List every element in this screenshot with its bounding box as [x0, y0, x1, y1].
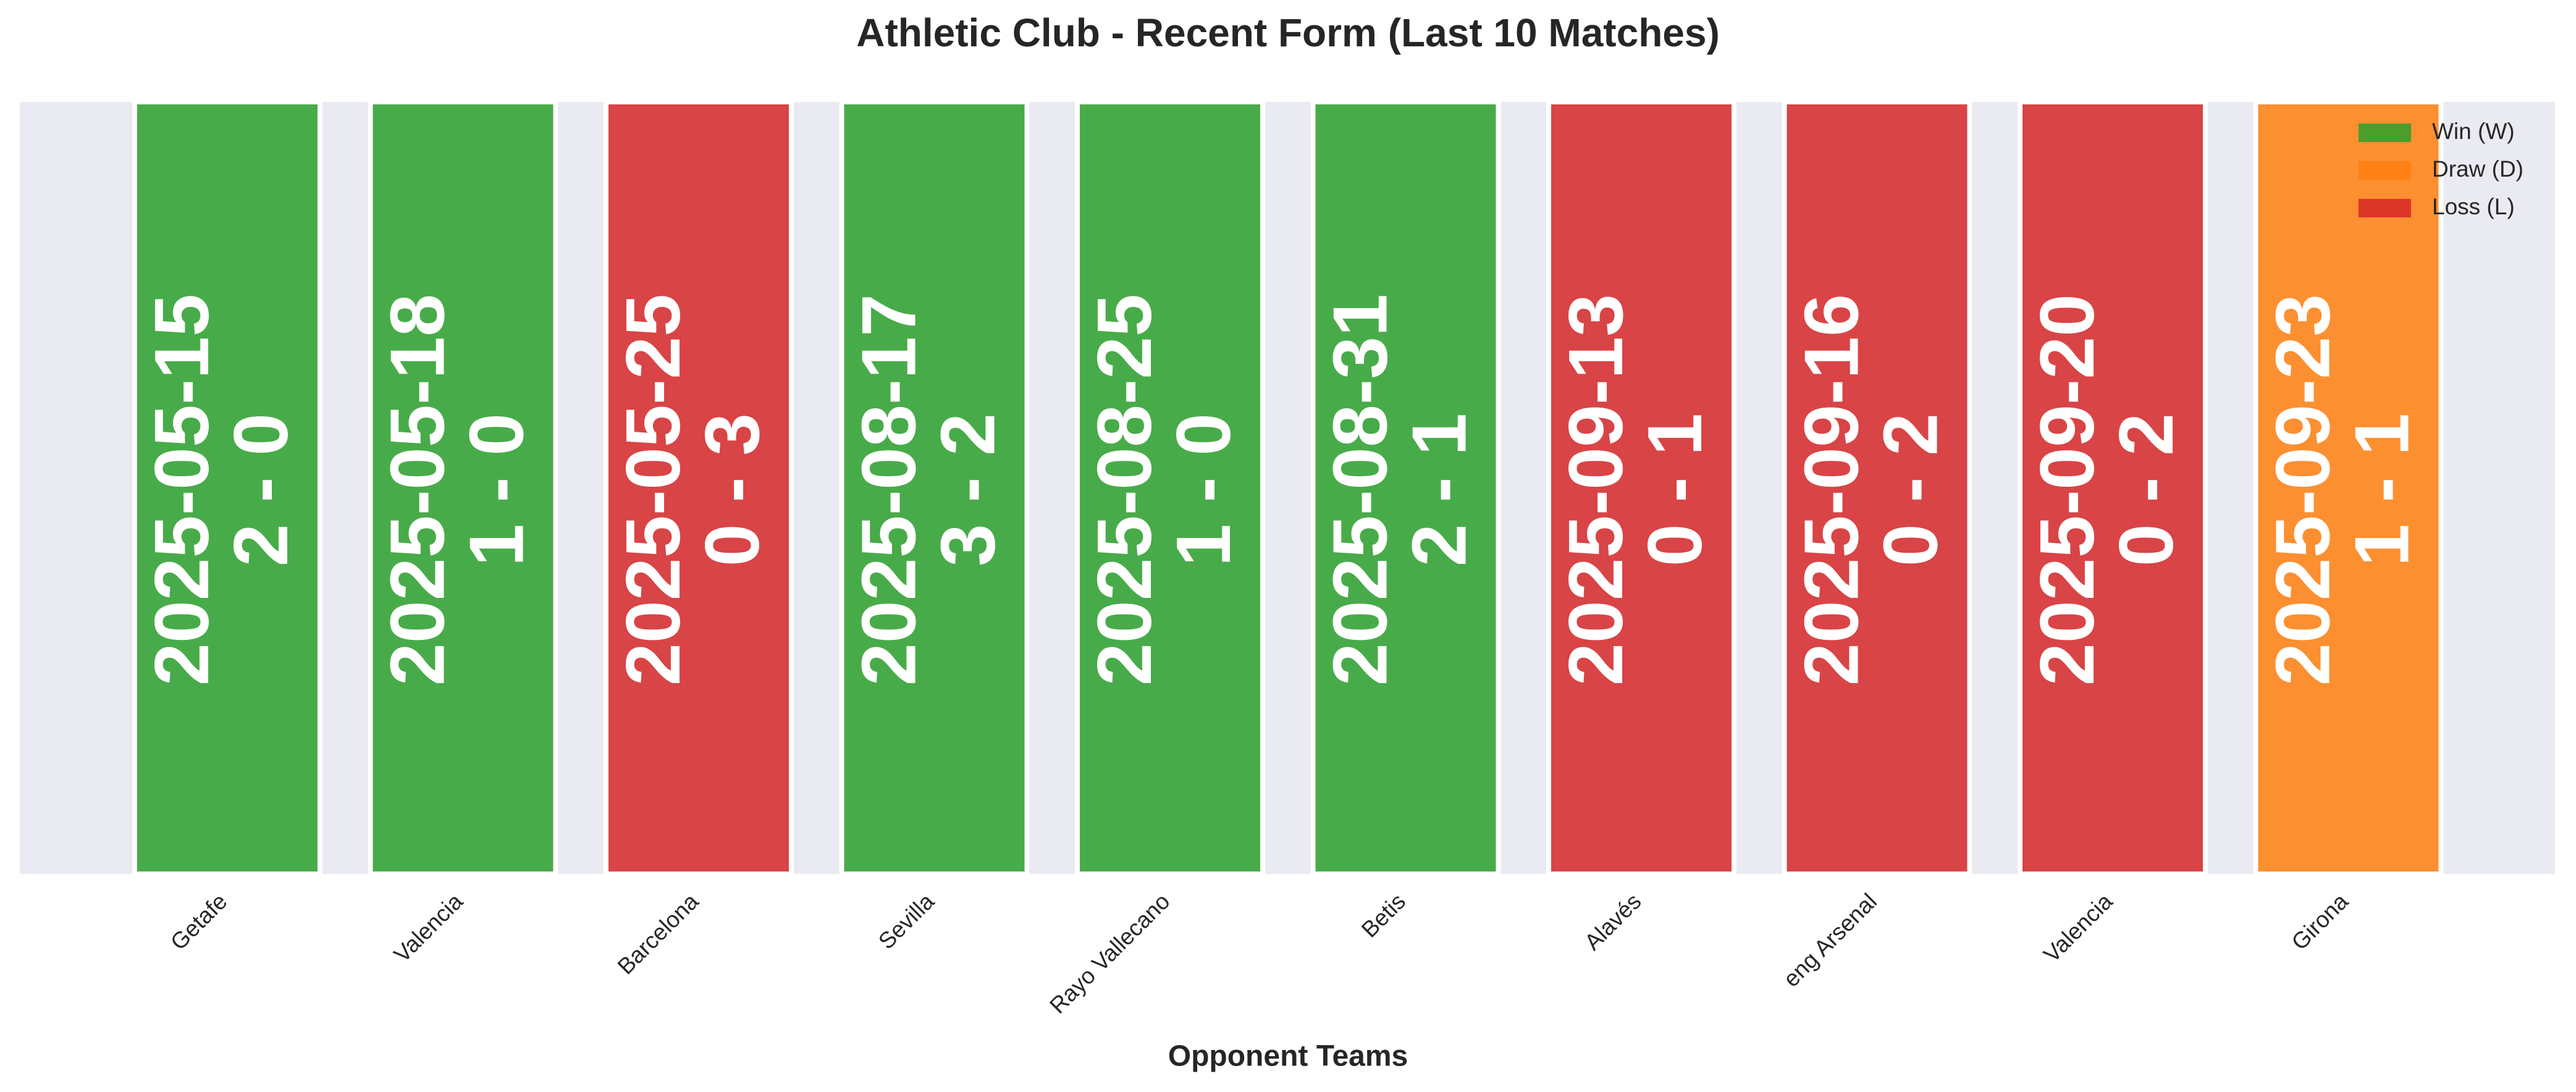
x-tick-label: Getafe: [166, 889, 232, 956]
legend-swatch: [2359, 161, 2411, 180]
bar-date-label: 2025-05-15: [140, 294, 225, 686]
bar-date-label: 2025-05-18: [375, 294, 460, 686]
x-tick-label: Valencia: [389, 888, 468, 967]
bar-score-label: 0 - 1: [1633, 413, 1718, 566]
bar: [2018, 99, 2208, 876]
x-tick-label: Sevilla: [873, 888, 939, 954]
bar-score-label: 3 - 2: [925, 413, 1011, 566]
bar-date-label: 2025-05-25: [611, 294, 696, 686]
bar-date-label: 2025-08-17: [846, 294, 932, 686]
x-tick-label: Barcelona: [613, 888, 704, 979]
legend-swatch: [2359, 199, 2411, 217]
bar-date-label: 2025-09-23: [2260, 294, 2346, 686]
bar: [2253, 99, 2444, 876]
x-axis-label: Opponent Teams: [1168, 1040, 1408, 1073]
x-tick-label: Betis: [1357, 889, 1410, 943]
bar-score-label: 0 - 2: [1868, 413, 1953, 566]
bar: [1782, 99, 1972, 876]
bar-date-label: 2025-09-13: [1554, 294, 1639, 686]
bar-date-label: 2025-09-16: [1789, 294, 1874, 686]
x-tick-label: Rayo Vallecano: [1045, 889, 1174, 1018]
bar: [132, 99, 322, 876]
bar: [1075, 99, 1265, 876]
bar-date-label: 2025-09-20: [2025, 294, 2110, 686]
bar-score-label: 0 - 2: [2104, 413, 2189, 566]
bar-score-label: 1 - 0: [1161, 413, 1247, 566]
x-tick-label: eng Arsenal: [1778, 889, 1882, 992]
bar-score-label: 2 - 1: [1397, 413, 1482, 566]
legend-swatch: [2359, 124, 2411, 142]
bar: [839, 99, 1030, 876]
chart-title: Athletic Club - Recent Form (Last 10 Mat…: [856, 10, 1720, 55]
bar: [604, 99, 794, 876]
bar: [368, 99, 558, 876]
bar-score-label: 1 - 0: [454, 413, 539, 566]
legend-label: Win (W): [2432, 119, 2515, 144]
bar: [1546, 99, 1736, 876]
x-tick-label: Valencia: [2039, 888, 2118, 967]
x-tick-label: Girona: [2287, 888, 2354, 955]
bar-score-label: 0 - 3: [690, 413, 775, 566]
bar-score-label: 1 - 1: [2339, 413, 2425, 566]
x-tick-label: Alavés: [1580, 889, 1646, 956]
bar: [1310, 99, 1501, 876]
bar-date-label: 2025-08-31: [1318, 294, 1403, 686]
bar-score-label: 2 - 0: [219, 413, 304, 566]
legend-label: Draw (D): [2432, 156, 2523, 182]
bar-date-label: 2025-08-25: [1082, 294, 1168, 686]
legend-label: Loss (L): [2432, 194, 2515, 219]
